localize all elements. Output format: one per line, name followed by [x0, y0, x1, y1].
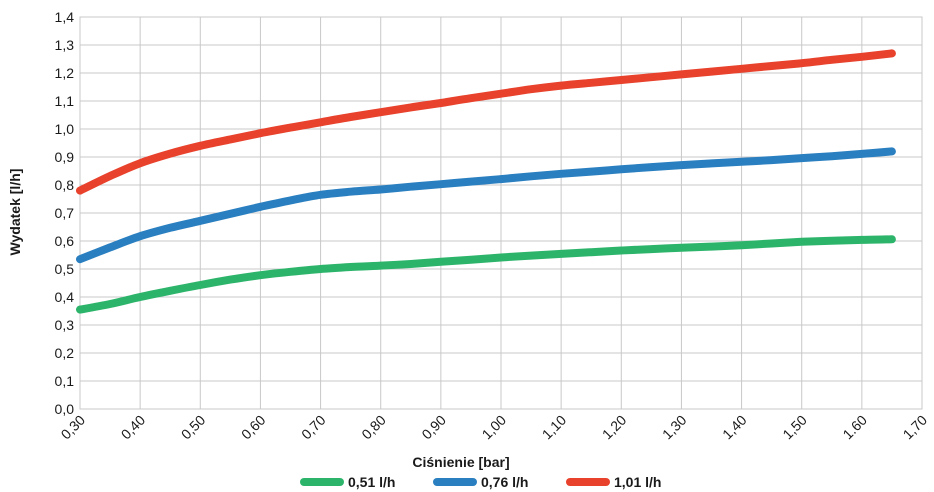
- series-lines: [76, 49, 896, 314]
- y-tick-label: 0,8: [55, 177, 75, 193]
- series-line-1: [76, 235, 896, 314]
- y-tick-label: 1,4: [55, 9, 75, 25]
- y-tick-label: 0,2: [55, 345, 75, 361]
- y-tick-label: 0,6: [55, 233, 75, 249]
- y-tick-label: 0,5: [55, 261, 75, 277]
- legend: 0,51 l/h 0,76 l/h 1,01 l/h: [300, 474, 661, 490]
- y-tick-label: 1,2: [55, 65, 75, 81]
- y-tick-label: 0,7: [55, 205, 75, 221]
- y-tick-labels: 0,0 0,1 0,2 0,3 0,4 0,5 0,6 0,7 0,8 0,9 1,0 1,1 1,2 1…: [55, 9, 75, 417]
- y-tick-label: 0,9: [55, 149, 75, 165]
- legend-label-3: 1,01 l/h: [614, 474, 661, 490]
- x-axis-title: Ciśnienie [bar]: [412, 454, 509, 470]
- y-tick-label: 1,0: [55, 121, 75, 137]
- series-line-3: [76, 49, 896, 195]
- plot-area-border: [79, 16, 923, 410]
- y-tick-label: 0,3: [55, 317, 75, 333]
- y-tick-label: 1,3: [55, 37, 75, 53]
- legend-label-1: 0,51 l/h: [348, 474, 395, 490]
- series-line-2: [76, 147, 896, 264]
- y-axis-title: Wydatek [l/h]: [7, 169, 23, 256]
- y-tick-label: 0,0: [55, 401, 75, 417]
- y-tick-label: 1,1: [55, 93, 75, 109]
- y-tick-label: 0,1: [55, 373, 75, 389]
- legend-label-2: 0,76 l/h: [481, 474, 528, 490]
- y-tick-label: 0,4: [55, 289, 75, 305]
